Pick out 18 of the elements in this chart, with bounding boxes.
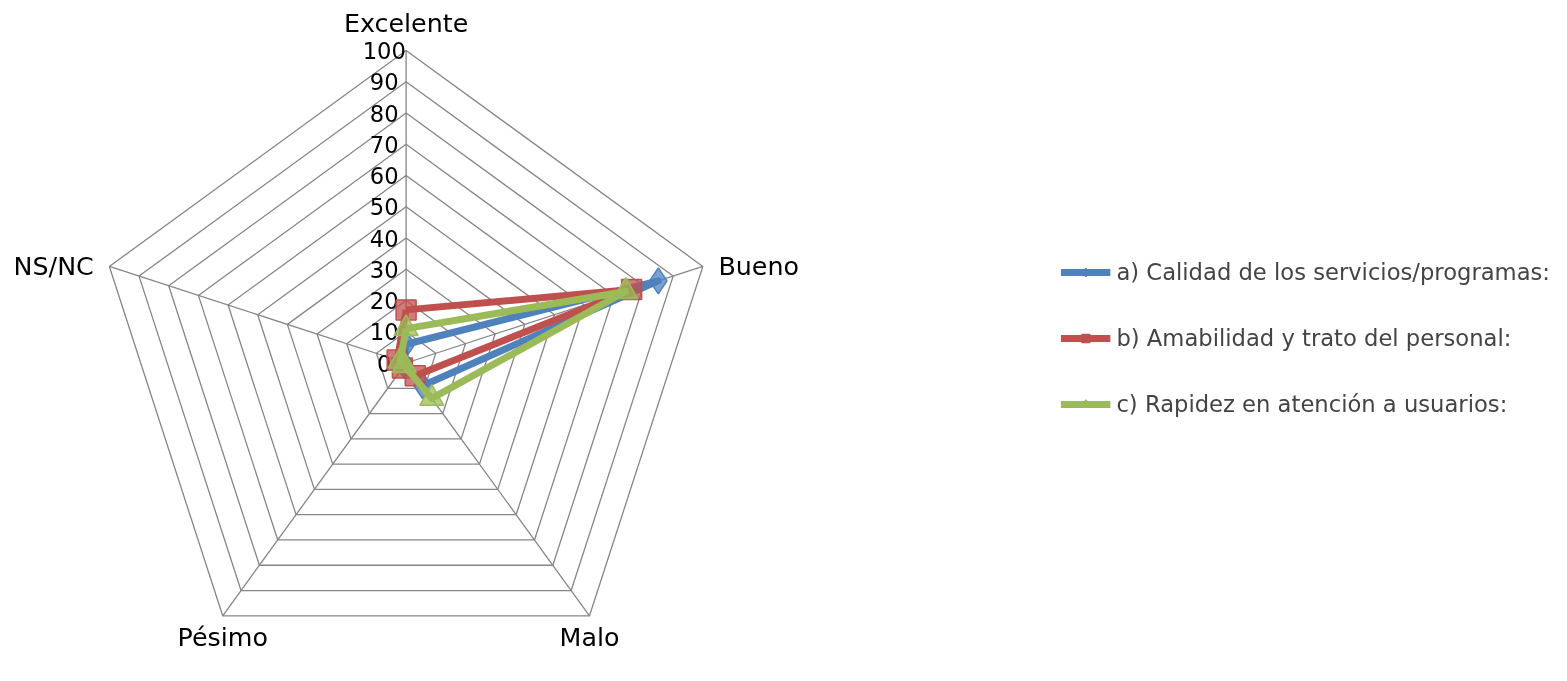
y-tick-label: 100 (362, 38, 406, 64)
y-tick-label: 30 (369, 256, 399, 283)
spoke-label: Pésimo (177, 622, 268, 653)
y-tick-label: 90 (369, 69, 399, 96)
legend-label: c) Rapidez en atención a usuarios: (1116, 390, 1508, 417)
y-tick-label: 80 (369, 100, 399, 127)
y-tick-label: 20 (369, 288, 399, 314)
y-tick-label: 60 (369, 163, 399, 189)
spoke-label: Malo (559, 622, 620, 653)
y-tick-label: 50 (369, 194, 399, 221)
spoke-label: Excelente (343, 8, 469, 38)
spoke-label: Bueno (718, 251, 799, 282)
y-tick-label: 10 (369, 319, 399, 346)
spoke-label: NS/NC (13, 251, 94, 282)
legend-label: a) Calidad de los servicios/programas: (1116, 258, 1550, 285)
legend-label: b) Amabilidad y trato del personal: (1116, 324, 1512, 351)
y-tick-label: 70 (369, 131, 399, 158)
y-tick-label: 40 (369, 225, 399, 252)
